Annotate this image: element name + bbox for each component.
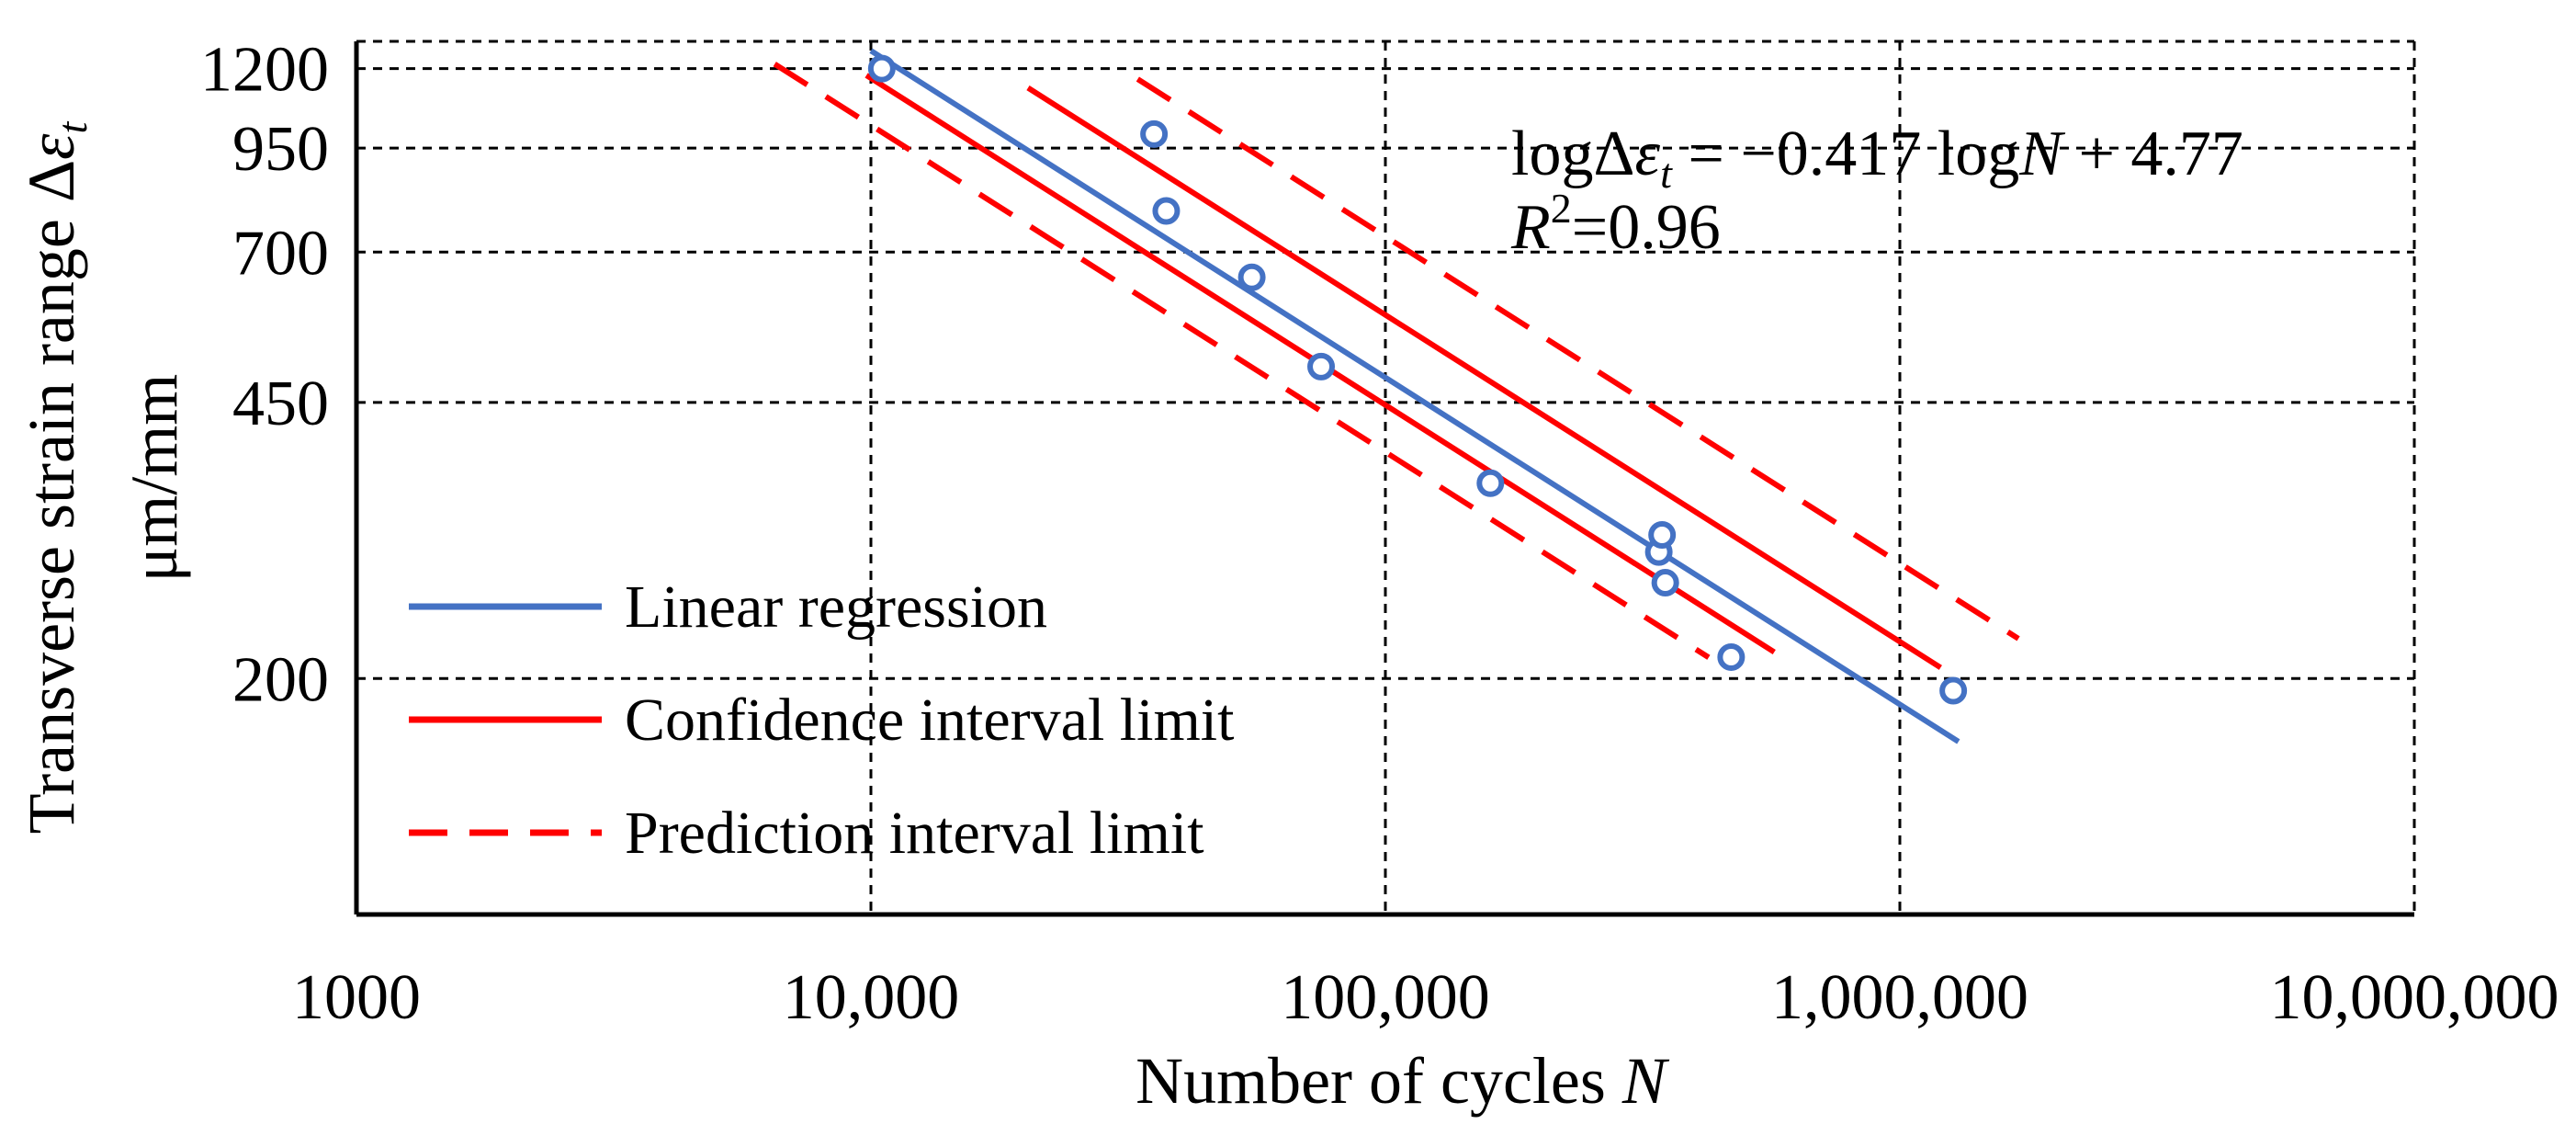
legend-label: Prediction interval limit bbox=[625, 800, 1204, 867]
data-point bbox=[1939, 676, 1968, 705]
data-point bbox=[1651, 569, 1679, 597]
equation-rest: = −0.417 log bbox=[1672, 119, 2019, 189]
equation-subscript: t bbox=[1660, 150, 1673, 197]
data-point bbox=[1476, 469, 1505, 497]
y-axis-title-subscript: t bbox=[49, 120, 96, 133]
tick-labels: 1000 10,000 100,000 1,000,000 10,000,000 200 4… bbox=[200, 35, 2559, 1033]
r-squared-text: R2=0.96 bbox=[1510, 185, 1721, 263]
y-axis-unit: μm/mm bbox=[118, 374, 191, 583]
axes bbox=[354, 41, 2414, 917]
regression-equation: logΔεt = −0.417 logN + 4.77 R2=0.96 bbox=[1510, 119, 2243, 263]
equation-prefix: logΔ bbox=[1511, 119, 1634, 189]
x-axis-title-text: Number of cycles bbox=[1135, 1044, 1622, 1118]
r-squared-sup: 2 bbox=[1551, 185, 1572, 232]
legend-label: Linear regression bbox=[625, 574, 1047, 641]
x-tick-label: 10,000,000 bbox=[2270, 962, 2559, 1033]
x-tick-label: 1000 bbox=[292, 962, 421, 1033]
r-squared-symbol: R bbox=[1510, 192, 1551, 263]
y-tick-label: 450 bbox=[232, 369, 329, 439]
data-point bbox=[1717, 642, 1746, 671]
data-points bbox=[867, 54, 1968, 705]
x-tick-label: 100,000 bbox=[1281, 962, 1490, 1033]
data-point bbox=[1237, 263, 1266, 291]
data-point bbox=[1648, 520, 1677, 549]
confidence-interval-limit-line bbox=[1026, 85, 1942, 670]
y-tick-label: 200 bbox=[232, 644, 329, 715]
y-axis-title-text: Transverse strain range Δ bbox=[15, 160, 88, 834]
linear-regression-line bbox=[869, 48, 1960, 744]
y-tick-label: 950 bbox=[232, 114, 329, 185]
legend-label: Confidence interval limit bbox=[625, 687, 1234, 754]
equation-tail: + 4.77 bbox=[2062, 119, 2243, 189]
x-axis-title-var: N bbox=[1621, 1044, 1670, 1118]
data-point bbox=[867, 54, 896, 83]
y-tick-label: 1200 bbox=[200, 35, 329, 106]
data-point bbox=[1152, 197, 1181, 225]
data-point bbox=[1140, 119, 1169, 148]
prediction-interval-limit-line bbox=[773, 62, 1711, 660]
x-tick-label: 10,000 bbox=[783, 962, 960, 1033]
r-squared-value: =0.96 bbox=[1572, 192, 1721, 263]
y-tick-label: 700 bbox=[232, 218, 329, 289]
y-axis-title: Transverse strain range Δεt bbox=[15, 120, 96, 834]
equation-var: N bbox=[2018, 119, 2065, 189]
y-axis-title-symbol: ε bbox=[15, 133, 88, 160]
prediction-interval-limit-line bbox=[1135, 76, 2020, 642]
legend: Linear regression Confidence interval lim… bbox=[409, 574, 1234, 867]
equation-symbol: ε bbox=[1634, 119, 1660, 189]
equation-text: logΔεt = −0.417 logN + 4.77 bbox=[1511, 119, 2243, 197]
data-point bbox=[1307, 352, 1336, 380]
x-tick-label: 1,000,000 bbox=[1771, 962, 2028, 1033]
x-axis-title: Number of cycles N bbox=[1135, 1044, 1670, 1118]
